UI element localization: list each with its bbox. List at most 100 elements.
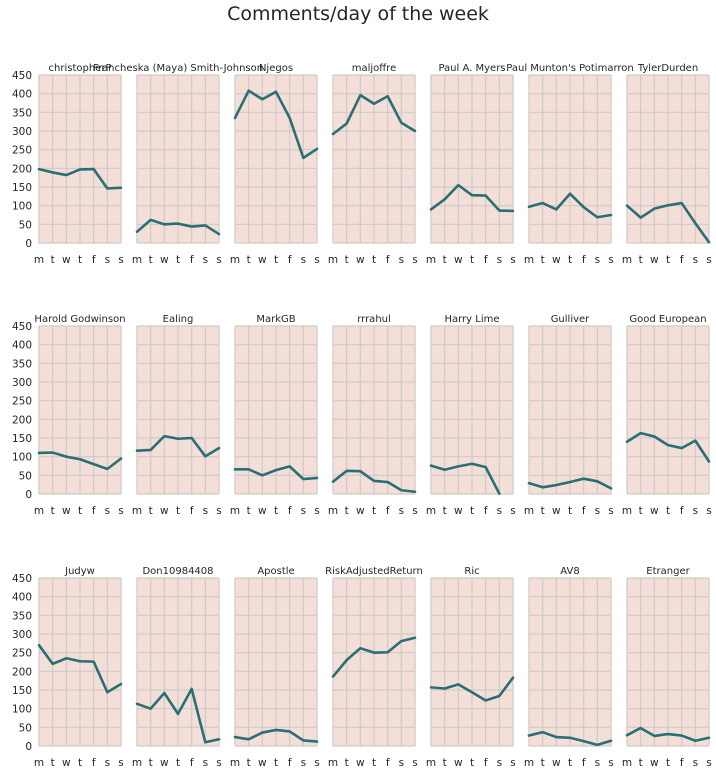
panel-9-xtick-label: t <box>149 505 153 517</box>
panel-1-xtick-label: m <box>34 254 44 266</box>
panel-7-xtick-label: s <box>706 254 711 266</box>
panel-14-title: Good European <box>629 314 706 325</box>
panel-20-xtick-label: s <box>595 757 600 769</box>
panel-4-title: maljoffre <box>352 63 396 74</box>
panel-7-title: TylerDurden <box>637 63 698 74</box>
panel-18-xtick-label: w <box>356 757 365 769</box>
panel-11-xtick-label: t <box>372 505 376 517</box>
panel-16-xtick-label: m <box>132 757 142 769</box>
panel-17-series-line <box>233 728 319 743</box>
panel-13-xtick-label: t <box>568 505 572 517</box>
panel-7-xtick-label: t <box>666 254 670 266</box>
panel-10-xtick-label: w <box>258 505 267 517</box>
panel-8-ytick-label: 450 <box>12 321 32 333</box>
panel-3-xtick-label: t <box>247 254 251 266</box>
panel-8-xtick-label: w <box>62 505 71 517</box>
panel-17-xtick-label: w <box>258 757 267 769</box>
panel-8-ytick-label: 200 <box>12 414 32 426</box>
panel-21-xtick-label: s <box>693 757 698 769</box>
panel-12-series-line <box>429 462 501 495</box>
panel-6-xtick-label: f <box>582 254 586 266</box>
panel-20-title: AV8 <box>560 566 579 577</box>
panel-6-title: Paul Munton's Potimarron <box>506 63 633 74</box>
panel-20-xtick-label: t <box>541 757 545 769</box>
panel-16-xtick-label: w <box>160 757 169 769</box>
panel-13-xtick-label: w <box>552 505 561 517</box>
panel-8-ytick-label: 100 <box>12 452 32 464</box>
panel-21-title: Etranger <box>646 566 690 577</box>
panel-5-title: Paul A. Myers <box>438 63 505 74</box>
panel-21-xtick-label: t <box>666 757 670 769</box>
panel-5-xtick-label: t <box>443 254 447 266</box>
panel-15-title: Judyw <box>64 566 95 577</box>
panel-9-series-line <box>135 434 221 458</box>
panel-2-xtick-label: m <box>132 254 142 266</box>
panel-21-xtick-label: w <box>650 757 659 769</box>
panel-15-xtick-label: f <box>92 757 96 769</box>
panel-1-series-line <box>37 167 123 190</box>
panel-12-xtick-label: s <box>497 505 502 517</box>
panel-8-ytick-label: 350 <box>12 358 32 370</box>
panel-1-ytick-label: 300 <box>12 126 32 138</box>
panel-3-xtick-label: s <box>301 254 306 266</box>
panel-9-xtick-label: s <box>216 505 221 517</box>
panel-1-xtick-label: f <box>92 254 96 266</box>
panel-3-xtick-label: s <box>314 254 319 266</box>
panel-1-ytick-label: 250 <box>12 145 32 157</box>
panel-3-title: Njegos <box>259 63 293 74</box>
panel-14-xtick-label: s <box>706 505 711 517</box>
panel-15-ytick-label: 250 <box>12 648 32 660</box>
panel-18-xtick-label: t <box>345 757 349 769</box>
panel-20-series-line <box>527 730 613 747</box>
panel-12-xtick-label: f <box>484 505 488 517</box>
panel-8-title: Harold Godwinson <box>34 314 125 325</box>
panel-21-xtick-label: t <box>639 757 643 769</box>
panel-8-ytick-label: 50 <box>19 470 32 482</box>
panel-11-xtick-label: f <box>386 505 390 517</box>
panel-7-xtick-label: t <box>639 254 643 266</box>
panel-1-xtick-label: w <box>62 254 71 266</box>
panel-2-xtick-label: s <box>203 254 208 266</box>
panel-5-xtick-label: s <box>510 254 515 266</box>
panel-13-xtick-label: m <box>524 505 534 517</box>
panel-21-xtick-label: f <box>680 757 684 769</box>
panel-15-ytick-label: 150 <box>12 685 32 697</box>
panel-15-ytick-label: 400 <box>12 592 32 604</box>
panel-10-xtick-label: s <box>314 505 319 517</box>
panel-10-xtick-label: t <box>274 505 278 517</box>
panel-8-ytick-label: 250 <box>12 396 32 408</box>
panel-13-xtick-label: t <box>541 505 545 517</box>
panel-12-xtick-label: m <box>426 505 436 517</box>
panel-15-xtick-label: s <box>118 757 123 769</box>
panel-6-xtick-label: t <box>541 254 545 266</box>
panel-21-xtick-label: s <box>706 757 711 769</box>
panel-6-series-line <box>527 192 613 219</box>
panel-16-title: Don10984408 <box>142 566 213 577</box>
panel-10-xtick-label: s <box>301 505 306 517</box>
panel-1-ytick-label: 150 <box>12 182 32 194</box>
panel-2-series-line <box>135 218 221 236</box>
panel-3-xtick-label: m <box>230 254 240 266</box>
panel-1-xtick-label: t <box>78 254 82 266</box>
panel-19-series-line <box>429 676 515 702</box>
panel-8-ytick-label: 0 <box>25 489 32 501</box>
panel-11-series-line <box>331 469 417 494</box>
panel-15-xtick-label: t <box>78 757 82 769</box>
panel-13-xtick-label: f <box>582 505 586 517</box>
panel-14-xtick-label: s <box>693 505 698 517</box>
panel-1-xtick-label: t <box>51 254 55 266</box>
panel-14-xtick-label: t <box>666 505 670 517</box>
panel-2-xtick-label: s <box>216 254 221 266</box>
panel-14-series-line <box>625 431 711 463</box>
panel-9-title: Ealing <box>163 314 194 325</box>
panel-19-xtick-label: s <box>497 757 502 769</box>
panel-7-xtick-label: m <box>622 254 632 266</box>
panel-17-xtick-label: t <box>274 757 278 769</box>
panel-18-xtick-label: s <box>412 757 417 769</box>
panel-18-xtick-label: m <box>328 757 338 769</box>
panel-6-xtick-label: m <box>524 254 534 266</box>
panel-4-xtick-label: t <box>372 254 376 266</box>
panel-17-xtick-label: s <box>314 757 319 769</box>
panel-17-title: Apostle <box>257 566 294 577</box>
panel-18-xtick-label: s <box>399 757 404 769</box>
